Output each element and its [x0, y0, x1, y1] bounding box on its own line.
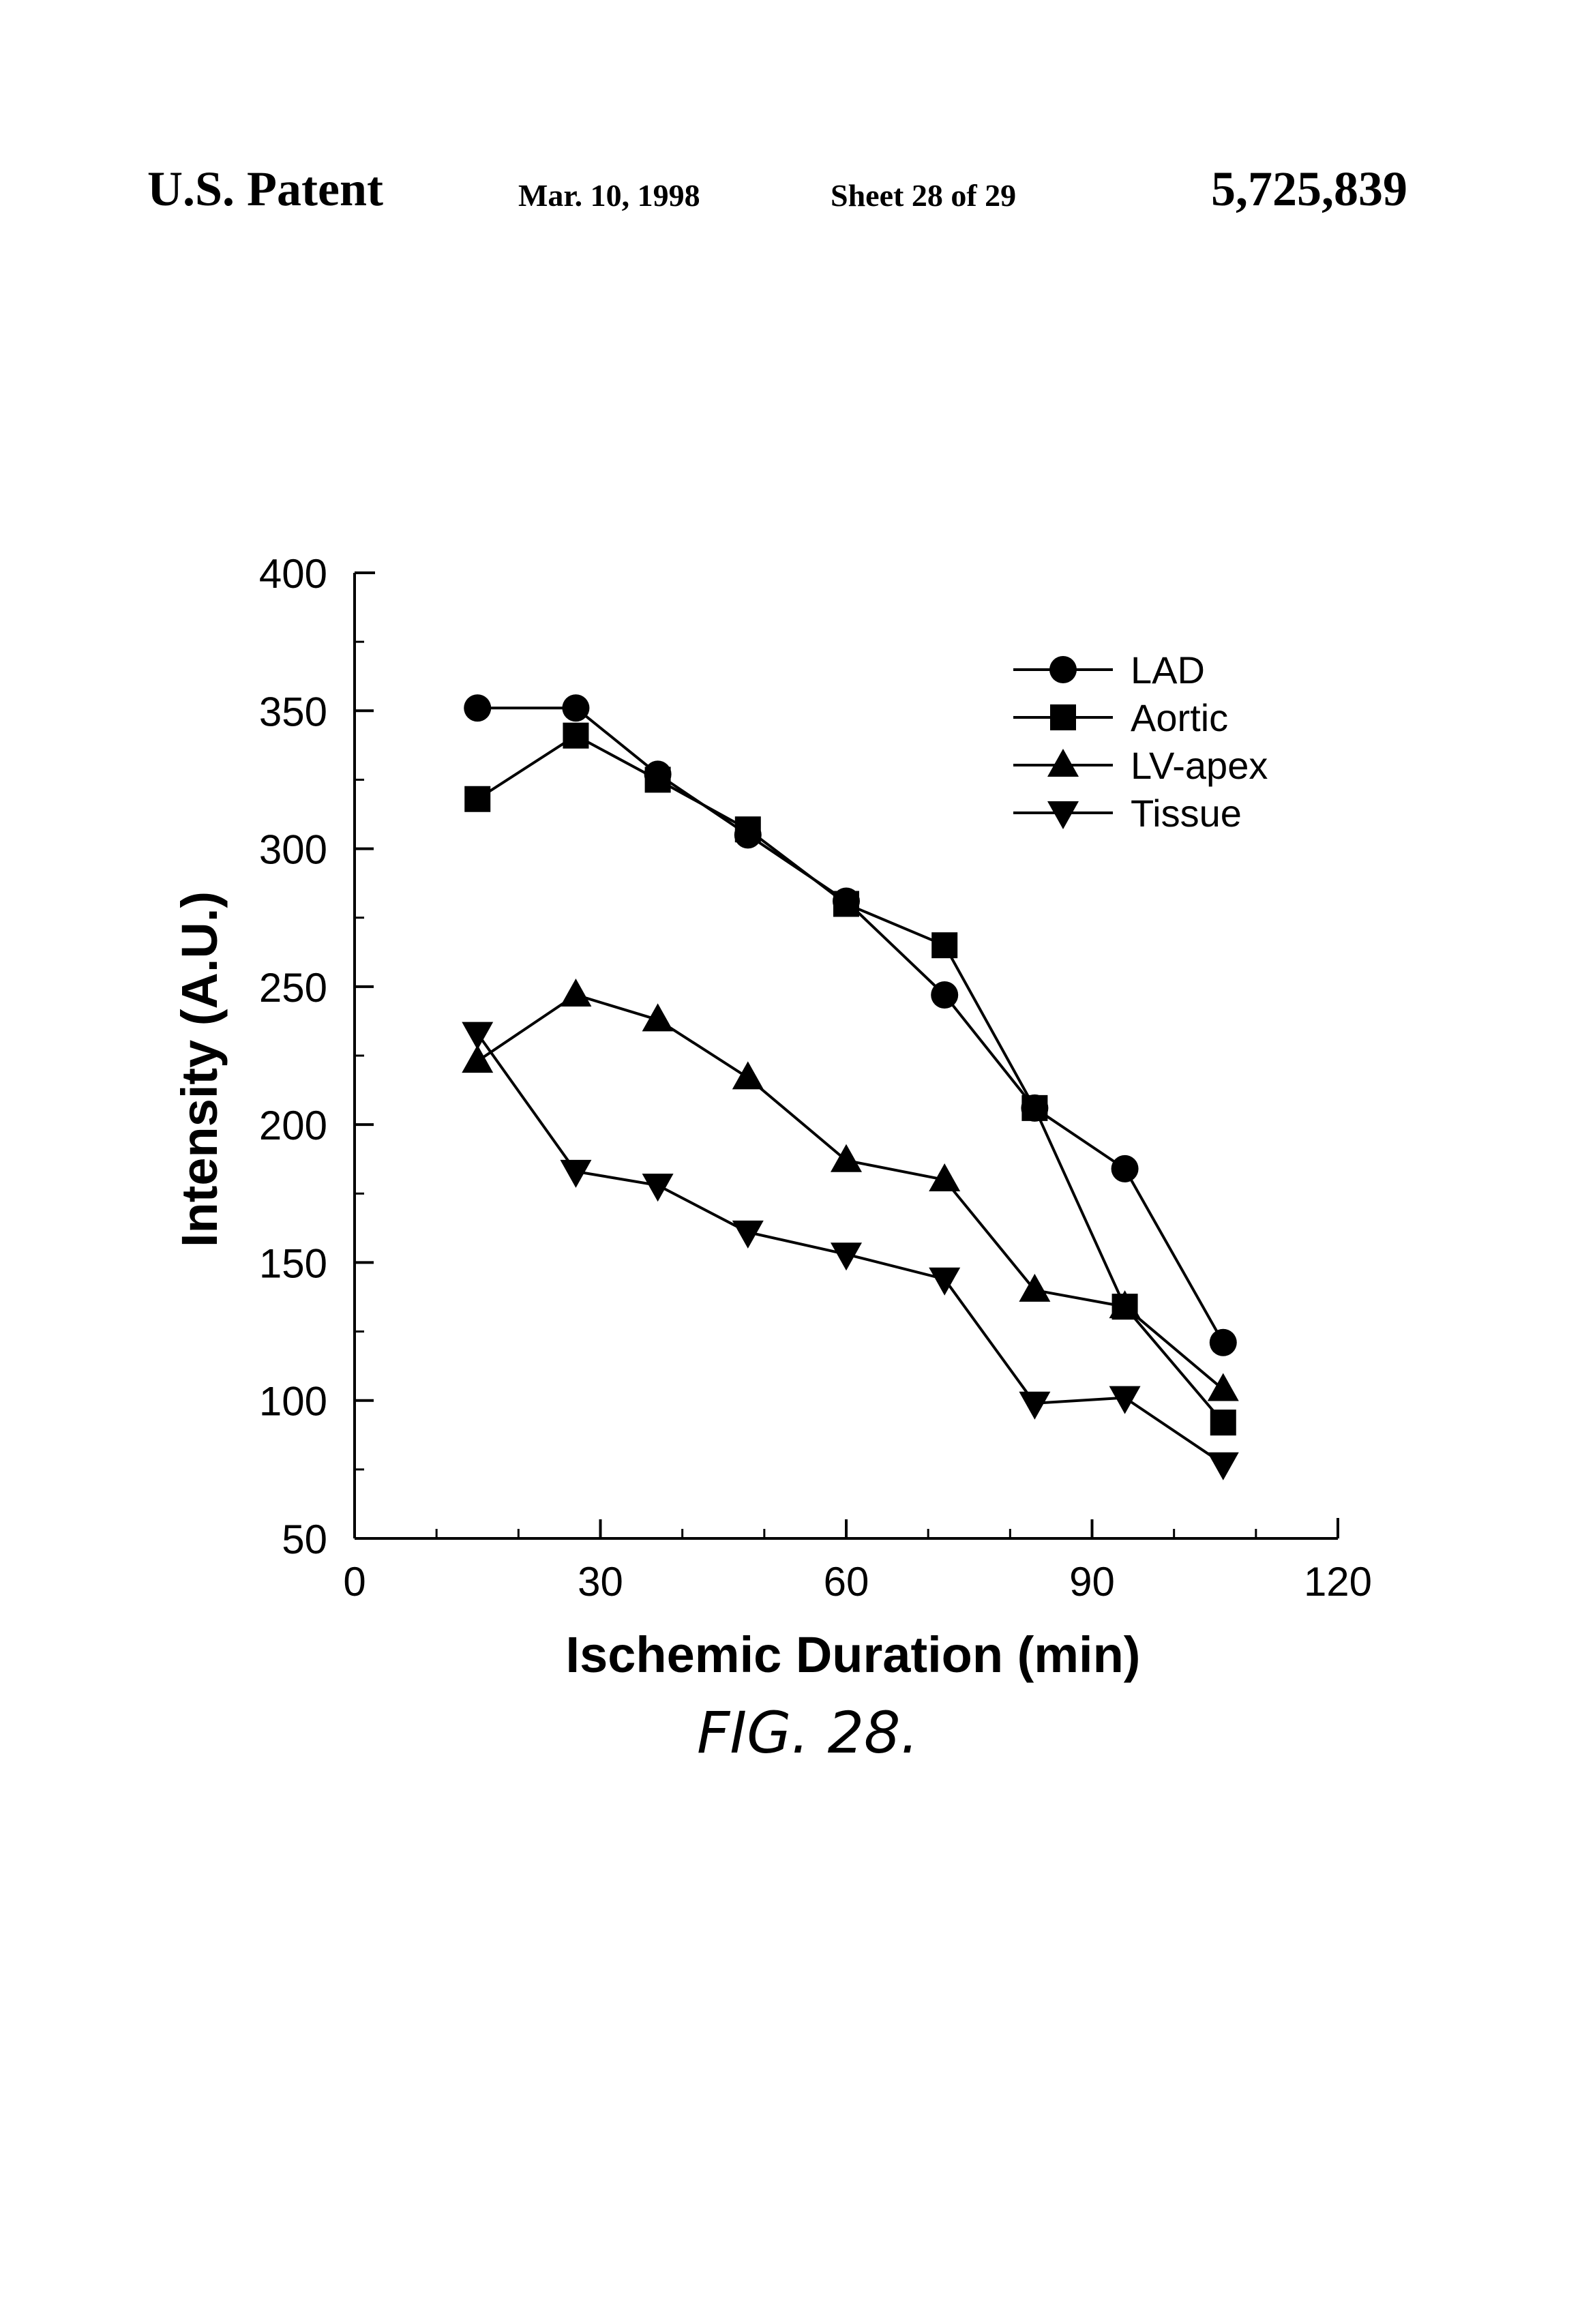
y-tick-label: 250 [259, 965, 327, 1011]
y-tick-label: 150 [259, 1240, 327, 1286]
data-point-lad [1111, 1155, 1139, 1182]
x-tick-label: 0 [343, 1559, 365, 1605]
x-tick-label: 90 [1069, 1559, 1115, 1605]
legend-entry-aortic: Aortic [1013, 696, 1228, 739]
legend-marker-aortic [1050, 704, 1076, 730]
data-point-aortic [1021, 1095, 1047, 1121]
x-tick-label: 120 [1304, 1559, 1372, 1605]
legend-label-lad: LAD [1131, 649, 1205, 691]
figure-label: FIG. 28. [697, 1699, 919, 1766]
y-tick-label: 200 [259, 1103, 327, 1148]
data-point-tissue [1208, 1452, 1239, 1480]
series-line-aortic [477, 736, 1223, 1422]
data-point-tissue [1019, 1392, 1050, 1420]
legend-label-lv-apex: LV-apex [1131, 744, 1268, 787]
data-point-lad [562, 694, 589, 721]
data-point-tissue [929, 1268, 960, 1296]
data-point-aortic [735, 816, 761, 842]
y-tick-label: 350 [259, 689, 327, 734]
x-axis-title: Ischemic Duration (min) [566, 1626, 1141, 1683]
x-tick-label: 30 [578, 1559, 623, 1605]
data-point-lad [464, 694, 491, 721]
series-line-lv-apex [477, 995, 1223, 1390]
data-point-aortic [645, 766, 671, 792]
data-point-lv-apex [732, 1061, 764, 1089]
data-point-lad [1210, 1329, 1237, 1356]
series-tissue [462, 1022, 1239, 1480]
legend-entry-lad: LAD [1013, 649, 1205, 691]
data-point-tissue [1109, 1386, 1141, 1414]
legend-marker-lad [1049, 656, 1077, 683]
data-point-lv-apex [560, 979, 591, 1007]
y-tick-label: 50 [282, 1517, 327, 1562]
y-tick-label: 300 [259, 827, 327, 873]
data-point-aortic [1210, 1410, 1236, 1435]
legend-marker-lv-apex [1047, 749, 1079, 777]
legend-label-aortic: Aortic [1131, 696, 1228, 739]
legend-label-tissue: Tissue [1131, 792, 1242, 835]
legend-marker-tissue [1047, 801, 1079, 829]
y-tick-label: 100 [259, 1379, 327, 1425]
data-point-aortic [563, 723, 588, 749]
chart-series [462, 694, 1239, 1480]
legend-entry-tissue: Tissue [1013, 792, 1242, 835]
data-point-tissue [462, 1022, 493, 1050]
data-point-lad [931, 981, 958, 1009]
x-tick-label: 60 [824, 1559, 869, 1605]
series-aortic [464, 723, 1236, 1435]
y-tick-label: 400 [259, 551, 327, 597]
series-lv-apex [462, 979, 1239, 1401]
data-point-aortic [833, 891, 859, 917]
legend-entry-lv-apex: LV-apex [1013, 744, 1268, 787]
data-point-aortic [931, 932, 957, 958]
data-point-tissue [642, 1174, 674, 1202]
data-point-lv-apex [1208, 1373, 1239, 1401]
data-point-lv-apex [831, 1144, 862, 1172]
data-point-aortic [464, 786, 490, 812]
chart-legend: LAD Aortic LV-apex Tissue [1013, 649, 1268, 835]
y-axis-title: Intensity (A.U.) [171, 891, 228, 1247]
